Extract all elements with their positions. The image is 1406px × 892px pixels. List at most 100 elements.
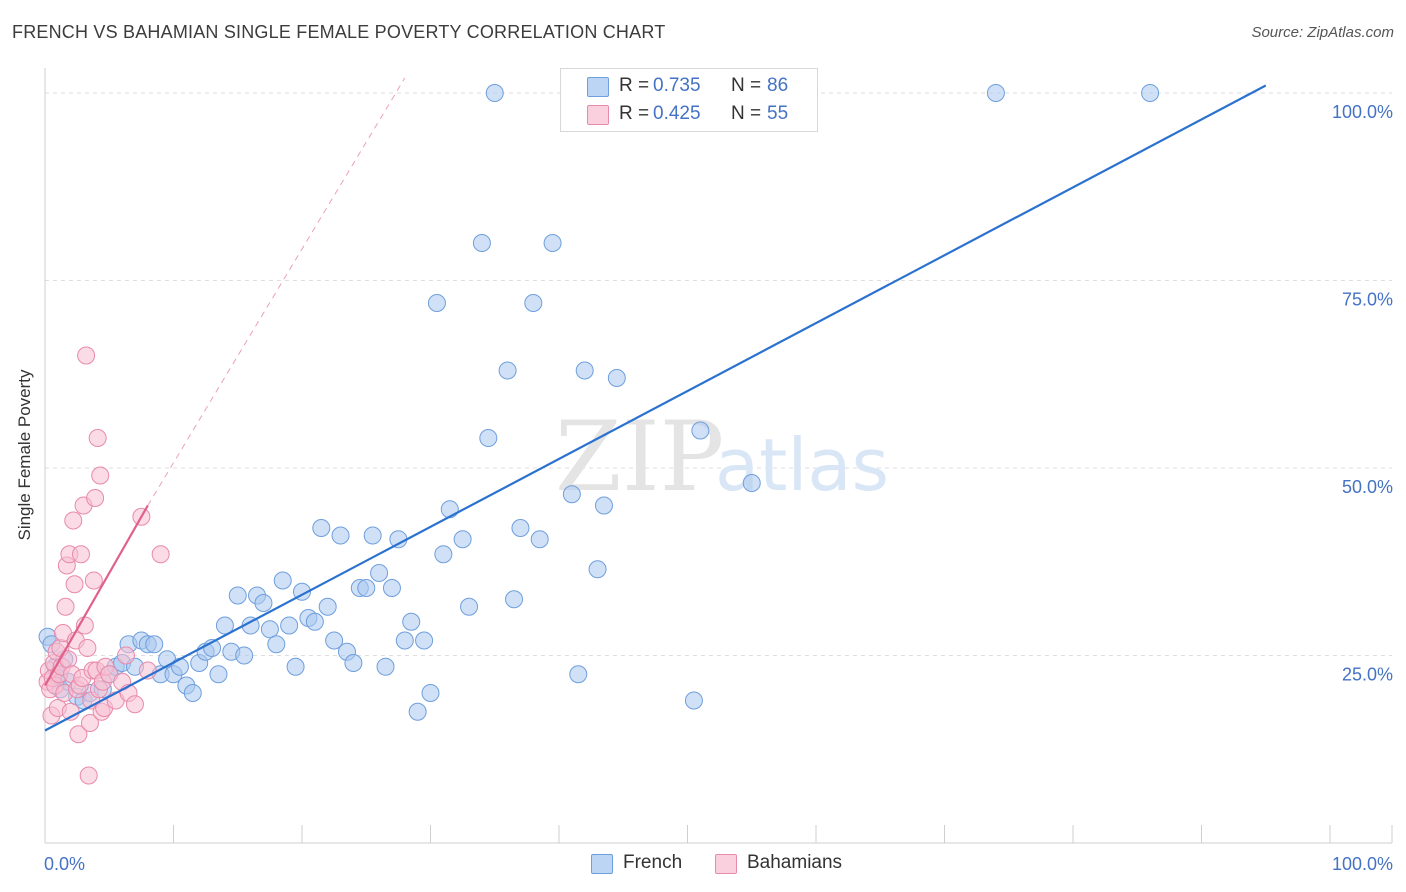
bahamian-point [78,639,97,657]
legend-swatch-bahamians [587,105,609,125]
french-point [312,519,331,537]
french-point [209,665,228,684]
french-point [267,635,286,654]
bahamian-point [56,597,75,616]
bottom-legend-label-french: French [623,852,683,873]
french-point [434,545,453,564]
bahamian-point [65,575,84,594]
bahamian-point [80,714,99,732]
y-tick-label: 25.0% [1342,665,1393,685]
legend-row-bahamians: R = 0.425 N = 55 [561,101,817,129]
french-point [376,657,395,676]
french-point [363,526,382,545]
bahamian-point [91,466,110,485]
bahamian-trendline [44,504,149,687]
french-point [318,597,337,616]
french-point [594,496,613,515]
french-point [479,429,498,447]
french-point [607,369,626,387]
y-tick-label: 75.0% [1342,290,1393,310]
legend-n-value: 86 [767,75,789,96]
y-tick-labels: 25.0% 50.0% 75.0% 100.0% [1332,102,1393,685]
french-point [684,691,703,710]
y-tick-label: 50.0% [1342,477,1393,497]
legend-n-value: 55 [767,103,789,124]
french-point [408,702,427,721]
french-point [395,631,414,650]
french-point [440,500,459,519]
french-point [460,597,479,616]
bahamian-point [71,545,90,564]
french-point [530,530,549,549]
french-point [986,84,1005,102]
bahamian-point [77,346,96,365]
bahamian-point [84,571,103,590]
french-point [286,657,305,676]
french-point [183,684,202,702]
bahamian-point [64,511,83,530]
french-point [543,234,562,252]
french-point [562,485,581,504]
french-point [228,586,247,605]
trendlines [44,77,1267,732]
french-point [389,530,408,549]
french-point [472,234,491,252]
correlation-legend: R = 0.735 N = 86 R = 0.425 N = 55 [560,68,818,132]
french-point [402,612,421,631]
french-point [588,560,607,579]
french-point [325,631,344,650]
french-point [524,294,543,312]
french-point [485,84,504,102]
french-point [145,635,164,654]
y-tick-label: 100.0% [1332,102,1393,122]
bahamian-trendline-extension [147,77,406,506]
bahamian-point [151,545,170,564]
french-point [511,519,530,537]
legend-r-value: 0.425 [653,103,701,124]
legend-r-label: R = [619,75,650,96]
french-trendline [44,84,1267,732]
french-point [254,594,273,612]
bottom-legend-label-bahamians: Bahamians [747,852,843,873]
bahamian-point [116,646,135,665]
french-point [357,579,376,597]
gridlines [44,92,1393,843]
french-point [215,616,234,635]
french-point [260,620,279,639]
x-tick-label-max: 100.0% [1332,854,1393,874]
watermark-zip: ZIP [555,401,724,513]
french-point [170,657,189,676]
legend-r-value: 0.735 [653,75,701,96]
french-point [331,526,350,545]
french-point [273,571,292,590]
y-axis-title: Single Female Poverty [15,369,34,541]
french-point [569,665,588,684]
bahamian-point [125,695,144,714]
legend-n-label: N = [731,103,762,124]
french-point [235,646,254,665]
french-point [453,530,472,549]
bahamian-point [69,725,88,744]
x-tick-label-min: 0.0% [44,854,85,874]
bahamian-point [86,489,105,507]
legend-row-french: R = 0.735 N = 86 [561,73,817,101]
french-point [421,684,440,702]
french-point [305,612,324,631]
french-point [280,616,299,635]
french-point [691,421,710,440]
source-credit: Source: ZipAtlas.com [1251,24,1394,41]
french-point [415,631,434,650]
french-point [742,474,761,492]
french-point [575,361,594,380]
zipatlas-watermark: ZIP atlas [555,401,889,513]
bahamian-point [88,429,107,447]
french-point [344,654,363,672]
bottom-legend-swatch-bahamians [715,854,737,874]
french-point [370,564,389,582]
french-point [505,590,524,609]
bahamian-point [79,766,98,785]
chart-title: FRENCH VS BAHAMIAN SINGLE FEMALE POVERTY… [12,22,666,42]
french-point [382,579,401,597]
legend-swatch-french [587,77,609,97]
